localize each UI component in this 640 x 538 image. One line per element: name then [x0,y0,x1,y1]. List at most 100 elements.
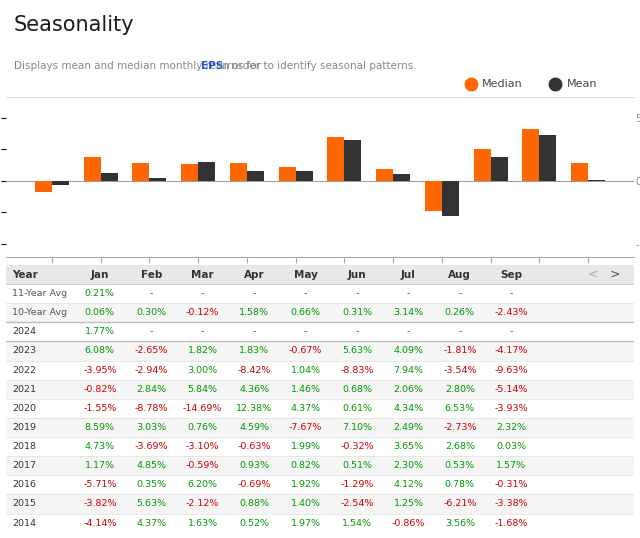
Text: Year: Year [12,270,38,280]
Text: 0.21%: 0.21% [85,289,115,298]
Text: 1.46%: 1.46% [291,385,321,394]
Text: Median: Median [482,79,523,89]
Text: 3.00%: 3.00% [188,366,218,374]
Text: <: < [588,268,598,281]
Text: 12.38%: 12.38% [236,404,272,413]
Bar [35,181,52,192]
Text: 0.93%: 0.93% [239,461,269,470]
Text: 11-Year Avg: 11-Year Avg [12,289,67,298]
FancyBboxPatch shape [6,265,634,284]
Text: -2.65%: -2.65% [134,346,168,356]
Text: -: - [304,289,307,298]
Text: 4.36%: 4.36% [239,385,269,394]
Text: in order to identify seasonal patterns.: in order to identify seasonal patterns. [216,61,417,70]
Text: Seasonality: Seasonality [14,15,134,35]
Text: -14.69%: -14.69% [183,404,223,413]
Text: 0.82%: 0.82% [291,461,321,470]
Text: 1.99%: 1.99% [291,442,321,451]
Text: Apr: Apr [244,270,264,280]
Text: -0.86%: -0.86% [392,519,425,528]
Text: 2022: 2022 [12,366,36,374]
Text: -: - [201,327,204,336]
Text: 3.65%: 3.65% [394,442,424,451]
Text: 4.12%: 4.12% [394,480,424,490]
Bar [100,173,118,181]
Bar [84,157,100,181]
Text: 0.35%: 0.35% [136,480,166,490]
Text: -0.12%: -0.12% [186,308,220,317]
Text: -: - [407,327,410,336]
Bar [52,181,69,185]
Text: 6.53%: 6.53% [445,404,475,413]
Text: 0.66%: 0.66% [291,308,321,317]
Text: -3.54%: -3.54% [443,366,477,374]
Text: -5.14%: -5.14% [495,385,528,394]
Bar [149,178,166,181]
FancyBboxPatch shape [6,303,634,322]
Text: 4.34%: 4.34% [394,404,424,413]
Text: 2.06%: 2.06% [394,385,424,394]
Text: -: - [458,289,461,298]
Text: Aug: Aug [449,270,471,280]
Text: 0.76%: 0.76% [188,423,218,432]
Text: 0.88%: 0.88% [239,499,269,508]
Bar [393,174,410,181]
Text: 2.49%: 2.49% [394,423,424,432]
Text: 4.37%: 4.37% [136,519,166,528]
FancyBboxPatch shape [6,399,634,418]
Text: May: May [294,270,317,280]
Text: 0.52%: 0.52% [239,519,269,528]
Text: -: - [252,289,256,298]
Text: -: - [252,327,256,336]
Text: -: - [509,289,513,298]
Text: 0.06%: 0.06% [85,308,115,317]
Text: 7.10%: 7.10% [342,423,372,432]
Text: Sep: Sep [500,270,522,280]
Text: -1.29%: -1.29% [340,480,374,490]
Bar [540,136,556,181]
Text: 2016: 2016 [12,480,36,490]
FancyBboxPatch shape [6,360,634,380]
FancyBboxPatch shape [6,418,634,437]
Text: >: > [609,268,620,281]
Text: -6.21%: -6.21% [443,499,477,508]
FancyBboxPatch shape [6,494,634,513]
Text: 2015: 2015 [12,499,36,508]
Bar [571,163,588,181]
Text: 7.94%: 7.94% [394,366,424,374]
Text: 1.92%: 1.92% [291,480,321,490]
Text: -3.69%: -3.69% [134,442,168,451]
Bar [132,163,149,181]
Bar [181,165,198,181]
Text: -8.78%: -8.78% [134,404,168,413]
Text: -3.95%: -3.95% [83,366,116,374]
Text: Jun: Jun [348,270,366,280]
Bar [296,171,313,181]
Text: -: - [509,327,513,336]
FancyBboxPatch shape [6,380,634,399]
Text: -0.59%: -0.59% [186,461,220,470]
Text: -0.32%: -0.32% [340,442,374,451]
Text: Displays mean and median monthly returns for: Displays mean and median monthly returns… [14,61,264,70]
Bar [442,181,459,216]
Text: -: - [150,289,153,298]
Text: -2.94%: -2.94% [134,366,168,374]
Bar [491,157,508,181]
Text: 0.03%: 0.03% [496,442,526,451]
Bar [278,167,296,181]
Text: -2.12%: -2.12% [186,499,220,508]
Bar [327,137,344,181]
Text: 1.82%: 1.82% [188,346,218,356]
Text: -3.38%: -3.38% [495,499,528,508]
Text: 4.59%: 4.59% [239,423,269,432]
Text: 2021: 2021 [12,385,36,394]
Text: 1.25%: 1.25% [394,499,424,508]
Text: 2024: 2024 [12,327,36,336]
Text: -0.67%: -0.67% [289,346,323,356]
Text: -2.54%: -2.54% [340,499,374,508]
Text: 2.84%: 2.84% [136,385,166,394]
FancyBboxPatch shape [6,342,634,360]
FancyBboxPatch shape [6,284,634,303]
Text: 2018: 2018 [12,442,36,451]
Text: 3.03%: 3.03% [136,423,166,432]
